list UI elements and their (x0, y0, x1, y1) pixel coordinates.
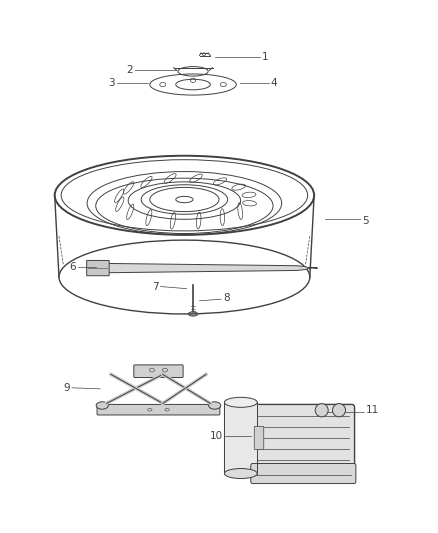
Text: 7: 7 (152, 281, 159, 292)
Ellipse shape (315, 403, 328, 417)
Polygon shape (98, 263, 310, 273)
Text: 4: 4 (271, 78, 278, 88)
FancyBboxPatch shape (252, 405, 355, 471)
FancyBboxPatch shape (251, 464, 356, 483)
Text: 2: 2 (126, 65, 133, 75)
Ellipse shape (208, 402, 221, 409)
Text: 3: 3 (109, 78, 115, 88)
Ellipse shape (96, 402, 108, 409)
Text: 5: 5 (362, 216, 368, 225)
Ellipse shape (224, 397, 257, 407)
Text: 6: 6 (70, 262, 76, 271)
FancyBboxPatch shape (254, 426, 264, 449)
Text: 1: 1 (262, 52, 269, 62)
FancyBboxPatch shape (134, 365, 183, 377)
Text: 11: 11 (366, 405, 379, 415)
Ellipse shape (332, 403, 346, 417)
FancyBboxPatch shape (97, 405, 220, 415)
Polygon shape (310, 267, 318, 269)
FancyBboxPatch shape (87, 261, 109, 276)
Text: 10: 10 (210, 431, 223, 441)
Text: 8: 8 (223, 293, 230, 303)
Text: 9: 9 (63, 383, 70, 393)
Ellipse shape (224, 469, 257, 479)
